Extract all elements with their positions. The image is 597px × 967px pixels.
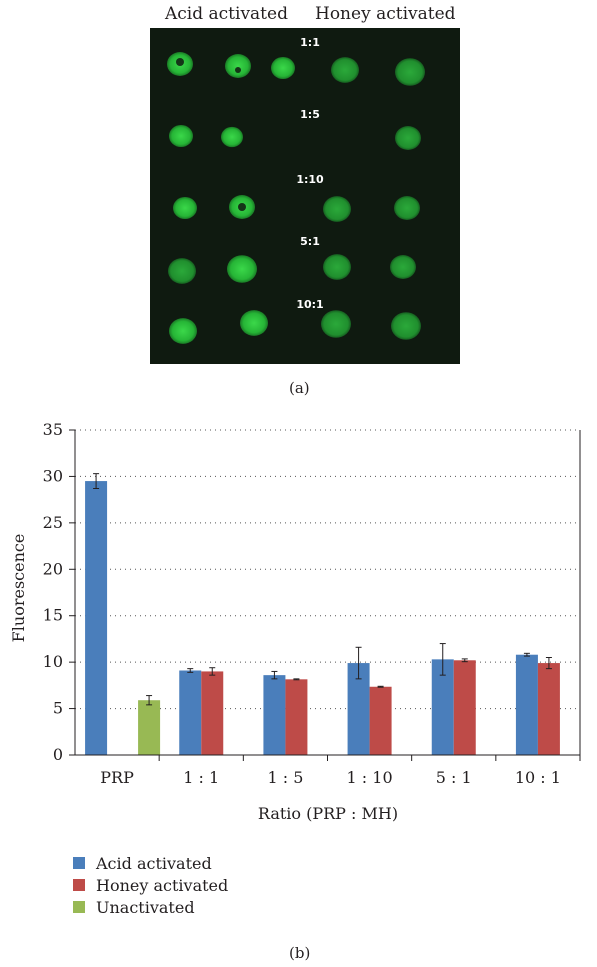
- bar-acid: [515, 654, 538, 755]
- micrograph-row-label: 5:1: [300, 235, 320, 248]
- bar-honey: [453, 660, 476, 755]
- spot-dark-center: [176, 58, 184, 66]
- legend-swatch-unactivated: [73, 901, 85, 913]
- fluorescent-spot: [323, 254, 351, 280]
- legend-item-honey: Honey activated: [73, 874, 228, 896]
- fluorescent-spot: [331, 57, 359, 83]
- bar-honey: [201, 671, 224, 755]
- fluorescent-spot: [225, 54, 251, 78]
- bar-acid: [431, 659, 454, 755]
- bar-acid: [347, 663, 370, 755]
- x-tick-label: 1 : 1: [183, 768, 219, 787]
- x-tick-label: PRP: [100, 768, 134, 787]
- fluorescent-spot: [221, 126, 243, 148]
- legend-label-acid: Acid activated: [96, 853, 212, 873]
- fluorescent-spot: [323, 196, 351, 222]
- bar-acid: [85, 481, 108, 755]
- y-axis-label: Fluorescence: [9, 534, 28, 643]
- fluorescent-spot: [240, 310, 268, 336]
- y-tick-label: 0: [53, 745, 63, 764]
- y-tick-label: 20: [43, 559, 63, 578]
- micrograph-row-label: 10:1: [296, 298, 323, 311]
- fluorescent-spot: [394, 196, 420, 220]
- x-axis-label: Ratio (PRP : MH): [258, 804, 398, 823]
- micrograph-row-label: 1:5: [300, 108, 320, 121]
- honey-activated-header: Honey activated: [315, 4, 456, 24]
- y-tick-label: 25: [43, 513, 63, 532]
- fluorescent-spot: [169, 318, 197, 344]
- fluorescent-spot: [390, 255, 416, 279]
- bar-honey: [537, 663, 560, 755]
- x-tick-label: 5 : 1: [436, 768, 472, 787]
- acid-activated-header: Acid activated: [165, 4, 288, 24]
- fluorescent-spot: [227, 255, 257, 283]
- bar-honey: [285, 679, 308, 755]
- x-tick-label: 1 : 5: [267, 768, 303, 787]
- bar-acid: [179, 670, 202, 755]
- y-tick-label: 5: [53, 699, 63, 718]
- fluorescence-micrograph: 1:1 1:5 1:10 5:1 10:1: [150, 28, 460, 364]
- legend-item-acid: Acid activated: [73, 852, 228, 874]
- micrograph-row-label: 1:1: [300, 36, 320, 49]
- x-tick-label: 1 : 10: [347, 768, 393, 787]
- micrograph-row-label: 1:10: [296, 173, 324, 186]
- y-tick-label: 35: [43, 420, 63, 439]
- fluorescent-spot: [395, 58, 425, 86]
- spot-dark-center: [238, 203, 246, 211]
- panel-a-header: Acid activated Honey activated: [0, 4, 597, 28]
- legend-swatch-acid: [73, 857, 85, 869]
- panel-b-caption: (b): [289, 944, 311, 962]
- legend-swatch-honey: [73, 879, 85, 891]
- fluorescent-spot: [271, 56, 295, 80]
- bar-honey: [369, 686, 392, 755]
- legend-label-unactivated: Unactivated: [96, 897, 195, 917]
- fluorescent-spot: [395, 126, 421, 150]
- legend-item-unactivated: Unactivated: [73, 896, 228, 918]
- spot-dark-center: [235, 67, 241, 73]
- fluorescent-spot: [173, 196, 197, 220]
- chart-legend: Acid activated Honey activated Unactivat…: [73, 852, 228, 918]
- x-tick-label: 10 : 1: [515, 768, 561, 787]
- bar-unactivated: [138, 700, 161, 755]
- legend-label-honey: Honey activated: [96, 875, 229, 895]
- panel-a-caption: (a): [289, 379, 310, 397]
- fluorescence-bar-chart: 0 5 10 15 20 25 30 35 PRP 1 : 1 1 : 5 1 : 10 5 : 1 10…: [9, 420, 581, 823]
- y-tick-label: 15: [43, 606, 63, 625]
- y-tick-label: 30: [43, 466, 63, 485]
- fluorescent-spot: [391, 312, 421, 340]
- y-tick-label: 10: [43, 652, 63, 671]
- fluorescent-spot: [169, 124, 193, 148]
- fluorescent-spot: [168, 258, 196, 284]
- bar-acid: [263, 675, 286, 755]
- fluorescent-spot: [321, 310, 351, 338]
